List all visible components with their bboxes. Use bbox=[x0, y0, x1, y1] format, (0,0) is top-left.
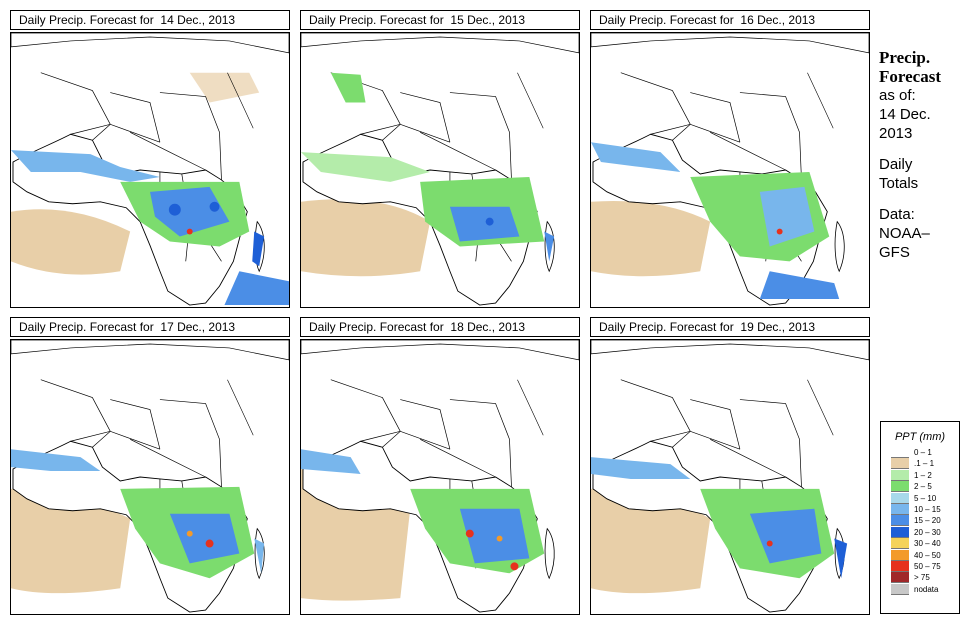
legend-item: nodata bbox=[881, 583, 959, 595]
legend-label: nodata bbox=[914, 584, 939, 594]
legend-item: 40 – 50 bbox=[881, 549, 959, 561]
panel-title: Daily Precip. Forecast for 15 Dec., 2013 bbox=[300, 10, 580, 30]
precip-map bbox=[300, 339, 580, 615]
panel-title: Daily Precip. Forecast for 19 Dec., 2013 bbox=[590, 317, 870, 337]
legend-swatch bbox=[891, 515, 909, 527]
forecast-info-sidebar: Precip. Forecast as of: 14 Dec. 2013 Dai… bbox=[879, 48, 963, 262]
panel-title: Daily Precip. Forecast for 17 Dec., 2013 bbox=[10, 317, 290, 337]
legend-label: 1 – 2 bbox=[914, 470, 932, 480]
precip-map bbox=[590, 339, 870, 615]
legend-swatch bbox=[891, 526, 909, 538]
legend-label: 0 – 1 bbox=[914, 448, 932, 457]
legend-item: .1 – 1 bbox=[881, 458, 959, 470]
precip-map bbox=[300, 32, 580, 308]
legend-swatch bbox=[891, 492, 909, 504]
legend-swatch bbox=[891, 538, 909, 550]
legend-label: 10 – 15 bbox=[914, 504, 941, 514]
legend-item: 15 – 20 bbox=[881, 515, 959, 527]
sidebar-title-line1: Precip. bbox=[879, 48, 931, 67]
legend-swatch bbox=[891, 503, 909, 515]
legend-item: 10 – 15 bbox=[881, 503, 959, 515]
legend-swatch bbox=[891, 458, 909, 470]
totals-line1: Daily bbox=[879, 156, 913, 173]
legend-item: 2 – 5 bbox=[881, 481, 959, 493]
legend-swatch bbox=[891, 447, 909, 458]
asof-date-line2: 2013 bbox=[879, 125, 913, 142]
legend-label: > 75 bbox=[914, 573, 930, 583]
legend-label: .1 – 1 bbox=[914, 459, 935, 469]
sidebar-title-line2: Forecast bbox=[879, 67, 941, 86]
legend-item: 0 – 1 bbox=[881, 447, 959, 458]
legend-label: 20 – 30 bbox=[914, 527, 941, 537]
legend-swatch bbox=[891, 583, 909, 595]
precip-map bbox=[10, 339, 290, 615]
legend-title: PPT (mm) bbox=[894, 431, 946, 443]
asof-label: as of: bbox=[879, 87, 916, 104]
precip-map bbox=[590, 32, 870, 308]
legend-item: 5 – 10 bbox=[881, 492, 959, 504]
asof-date-line1: 14 Dec. bbox=[879, 106, 931, 123]
totals-line2: Totals bbox=[879, 175, 919, 192]
legend-label: 30 – 40 bbox=[914, 539, 941, 549]
panel-title: Daily Precip. Forecast for 16 Dec., 2013 bbox=[590, 10, 870, 30]
panel-title: Daily Precip. Forecast for 14 Dec., 2013 bbox=[10, 10, 290, 30]
legend-label: 50 – 75 bbox=[914, 561, 941, 571]
legend-label: 15 – 20 bbox=[914, 516, 941, 526]
panel-title: Daily Precip. Forecast for 18 Dec., 2013 bbox=[300, 317, 580, 337]
legend-swatch bbox=[891, 549, 909, 561]
legend-swatch bbox=[891, 560, 909, 572]
legend-item: > 75 bbox=[881, 572, 959, 584]
legend-swatch bbox=[891, 481, 909, 493]
legend-item: 30 – 40 bbox=[881, 538, 959, 550]
legend-label: 40 – 50 bbox=[914, 550, 941, 560]
data-source-line1: Data: bbox=[879, 206, 915, 223]
legend-item: 1 – 2 bbox=[881, 469, 959, 481]
legend-item: 50 – 75 bbox=[881, 560, 959, 572]
legend-swatch bbox=[891, 572, 909, 584]
precip-map bbox=[10, 32, 290, 308]
legend-label: 5 – 10 bbox=[914, 493, 937, 503]
legend-label: 2 – 5 bbox=[914, 482, 932, 492]
data-source-line2: NOAA– bbox=[879, 225, 930, 242]
data-source-line3: GFS bbox=[879, 244, 910, 261]
legend-swatch bbox=[891, 469, 909, 481]
legend-item: 20 – 30 bbox=[881, 526, 959, 538]
